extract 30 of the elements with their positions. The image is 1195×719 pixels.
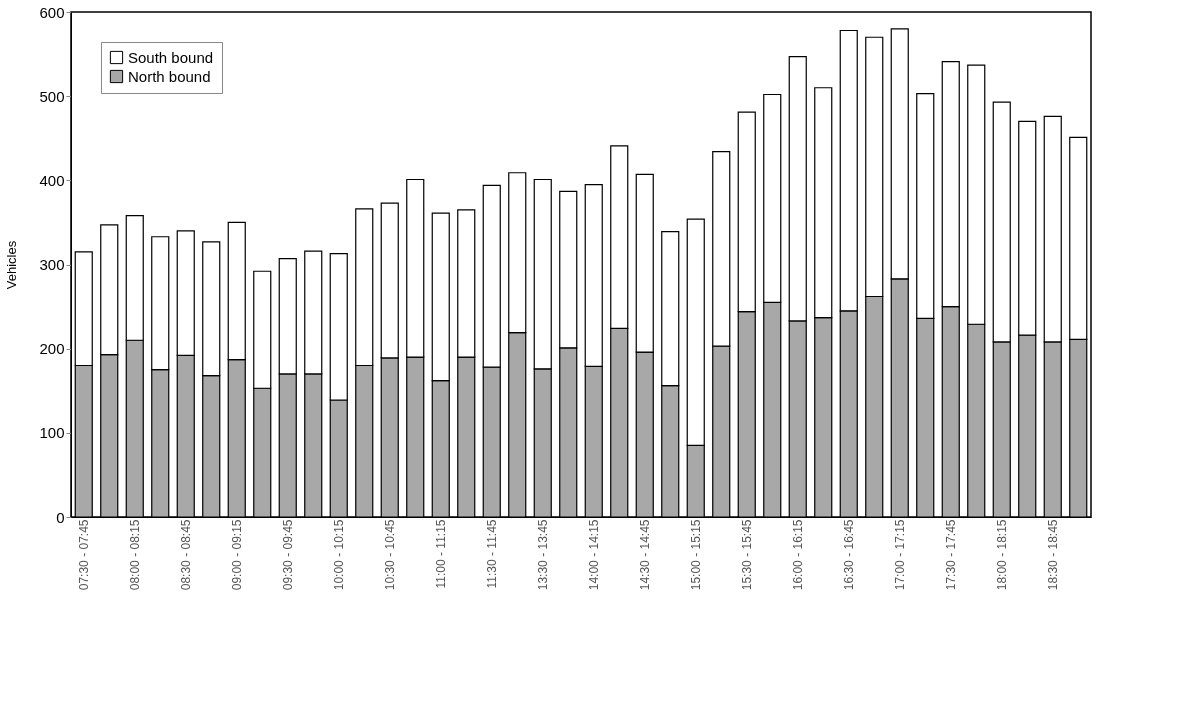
x-tick-label: 09:30 - 09:45 xyxy=(280,519,295,591)
legend-label: South bound xyxy=(128,48,214,66)
x-tick-label: 08:30 - 08:45 xyxy=(178,519,193,591)
x-tick-label: 09:00 - 09:15 xyxy=(229,519,244,591)
x-tick-label: 16:00 - 16:15 xyxy=(790,519,805,591)
x-tick-label: 08:00 - 08:15 xyxy=(127,519,142,591)
y-tick-label: 400 xyxy=(39,171,65,189)
x-tick-label: 10:00 - 10:15 xyxy=(331,519,346,591)
y-tick-label: 300 xyxy=(39,256,65,273)
x-tick-label: 07:30 - 07:45 xyxy=(76,519,91,591)
x-tick-label: 17:30 - 17:45 xyxy=(943,519,958,591)
x-tick-label: 14:00 - 14:15 xyxy=(586,519,601,591)
y-tick-label: 200 xyxy=(39,340,65,358)
x-tick-label: 17:00 - 17:15 xyxy=(892,519,907,591)
y-tick-label: 600 xyxy=(39,3,65,21)
y-tick-label: 500 xyxy=(39,87,65,105)
x-tick-label: 18:30 - 18:45 xyxy=(1045,519,1060,591)
x-tick-label: 14:30 - 14:45 xyxy=(637,519,652,591)
x-tick-label: 16:30 - 16:45 xyxy=(841,519,856,591)
y-tick-label: 100 xyxy=(39,424,65,442)
x-tick-label: 15:30 - 15:45 xyxy=(739,519,754,591)
legend-label: North bound xyxy=(128,67,211,85)
x-tick-label: 11:30 - 11:45 xyxy=(484,519,499,589)
x-tick-label: 18:00 - 18:15 xyxy=(994,519,1009,591)
x-tick-label: 11:00 - 11:15 xyxy=(433,519,448,589)
x-tick-label: 13:30 - 13:45 xyxy=(535,519,550,591)
x-tick-label: 15:00 - 15:15 xyxy=(688,519,703,591)
y-tick-label: 0 xyxy=(56,508,65,526)
y-axis-title: Vehicles xyxy=(4,240,20,290)
x-tick-label: 10:30 - 10:45 xyxy=(382,519,397,591)
